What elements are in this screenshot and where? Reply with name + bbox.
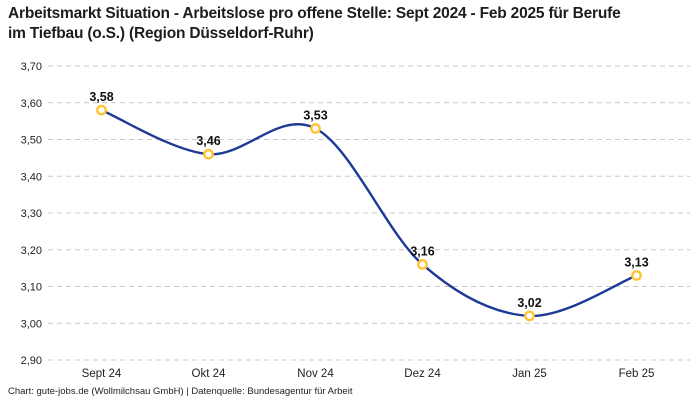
- x-axis-tick-label: Feb 25: [619, 368, 655, 380]
- y-axis-tick-label: 3,20: [21, 245, 42, 257]
- y-axis-tick-label: 3,70: [21, 61, 42, 73]
- data-point-marker: [310, 123, 321, 134]
- chart-title: Arbeitsmarkt Situation - Arbeitslose pro…: [8, 5, 621, 42]
- chart-footer: Chart: gute-jobs.de (Wollmilchsau GmbH) …: [8, 386, 353, 397]
- y-axis-tick-label: 3,50: [21, 135, 42, 147]
- y-axis-tick-label: 3,60: [21, 98, 42, 110]
- y-axis-tick-label: 3,00: [21, 318, 42, 330]
- data-point-marker: [96, 104, 107, 116]
- line-chart-svg: 3,70 3,60 3,50 3,40 3,30 3,20 3,10 3,00 2,90 Sept…: [21, 61, 690, 380]
- x-axis-tick-label: Dez 24: [404, 368, 441, 380]
- data-point-label: 3,46: [196, 134, 220, 148]
- data-point-label: 3,13: [624, 255, 648, 269]
- x-axis-tick-label: Okt 24: [192, 368, 226, 380]
- y-axis-tick-label: 3,10: [21, 282, 42, 294]
- y-axis-tick-label: 3,30: [21, 208, 42, 220]
- y-axis-tick-label: 3,40: [21, 171, 42, 183]
- data-point-label: 3,02: [517, 296, 541, 310]
- data-point-label: 3,16: [410, 244, 434, 258]
- data-point-label: 3,58: [89, 90, 113, 104]
- x-axis-tick-label: Sept 24: [82, 368, 122, 380]
- x-axis-tick-label: Jan 25: [512, 368, 547, 380]
- data-point-marker: [631, 270, 642, 281]
- data-point-label: 3,53: [303, 108, 327, 122]
- x-axis-tick-label: Nov 24: [297, 368, 334, 380]
- data-point-marker: [524, 310, 535, 322]
- data-point-marker: [417, 259, 428, 270]
- data-point-marker: [203, 148, 214, 160]
- line-chart-plot: 3,70 3,60 3,50 3,40 3,30 3,20 3,10 3,00 2,90 Sept…: [0, 55, 700, 390]
- y-axis-tick-label: 2,90: [21, 355, 42, 367]
